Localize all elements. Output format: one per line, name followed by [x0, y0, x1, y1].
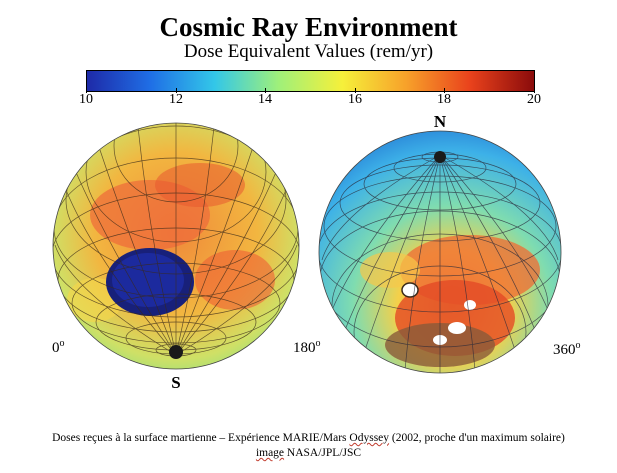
- caption-line-2: image NASA/JPL/JSC: [0, 446, 617, 461]
- colorbar-tick-label: 18: [437, 92, 451, 107]
- volcano-peak: [464, 300, 476, 310]
- colorbar-tick-label: 14: [258, 92, 272, 107]
- colorbar-tick-label: 16: [348, 92, 362, 107]
- globe-north: [318, 130, 562, 374]
- caption-credit: NASA/JPL/JSC: [286, 447, 362, 459]
- map-subtitle: Dose Equivalent Values (rem/yr): [183, 41, 434, 62]
- high-dose-region: [155, 163, 245, 207]
- mid-dose-region: [360, 252, 420, 288]
- globe-south: [52, 122, 300, 370]
- north-pole-label: N: [433, 112, 447, 131]
- colorbar-tick-label: 12: [169, 92, 183, 107]
- colorbar-tickmark: [176, 88, 177, 93]
- caption-line-1: Doses reçues à la surface martienne – Ex…: [0, 431, 617, 446]
- volcano-peak: [448, 322, 466, 334]
- figure-caption: Doses reçues à la surface martienne – Ex…: [0, 431, 617, 461]
- dose-colorbar: [86, 70, 535, 92]
- colorbar-tick-label: 10: [79, 92, 93, 107]
- olympus-mons: [401, 282, 419, 298]
- caption-text: image: [255, 447, 285, 459]
- north-pole-marker: [434, 151, 446, 163]
- caption-text: Doses reçues à la surface martienne – Ex…: [52, 432, 347, 444]
- colorbar-tick-label: 20: [527, 92, 541, 107]
- longitude-label-360: 360o: [553, 340, 581, 358]
- colorbar-tickmark: [534, 88, 535, 93]
- colorbar-tickmark: [355, 88, 356, 93]
- map-title: Cosmic Ray Environment: [159, 12, 458, 42]
- longitude-label-180: 180o: [293, 338, 321, 356]
- caption-text: (2002, proche d'un maximum solaire): [391, 432, 565, 444]
- longitude-label-0: 0o: [52, 338, 65, 356]
- south-pole-label: S: [171, 373, 181, 392]
- hellas-core: [112, 253, 184, 307]
- colorbar-tickmark: [444, 88, 445, 93]
- colorbar-tickmark: [265, 88, 266, 93]
- caption-text: Odyssey: [349, 432, 390, 444]
- colorbar-tickmark: [86, 88, 87, 93]
- south-pole-marker: [169, 345, 183, 359]
